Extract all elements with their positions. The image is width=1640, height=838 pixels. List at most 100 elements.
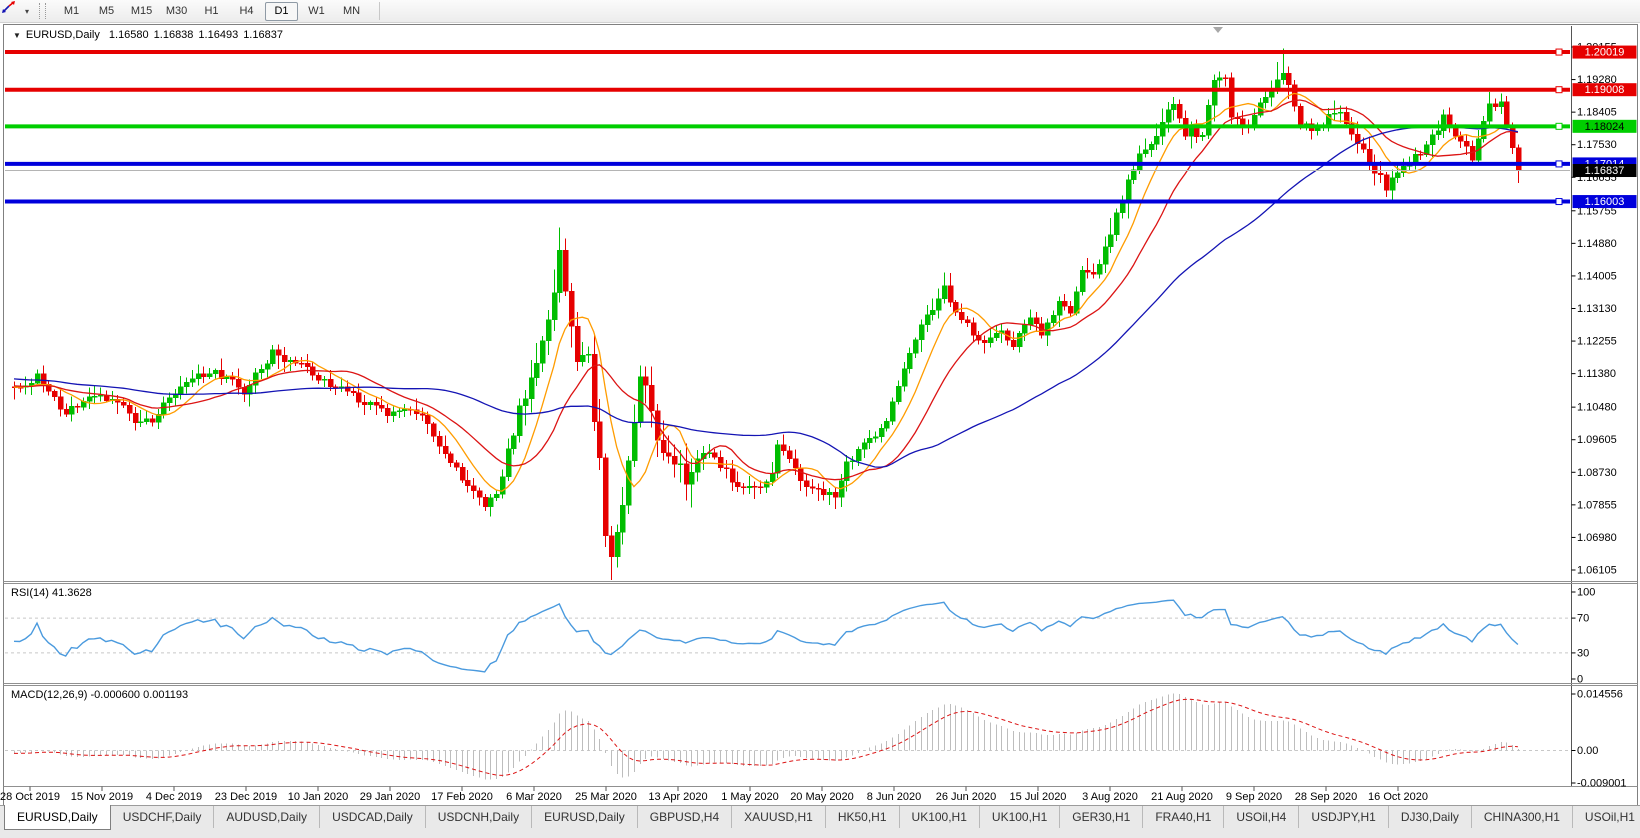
symbol-tab[interactable]: HK50,H1 bbox=[824, 806, 899, 828]
svg-text:1.06105: 1.06105 bbox=[1577, 565, 1617, 577]
macd-signal-line bbox=[13, 698, 1518, 776]
symbol-tab[interactable]: USOil,H1 bbox=[1571, 806, 1640, 828]
macd-values: -0.000600 0.001193 bbox=[90, 689, 189, 701]
symbol-tab[interactable]: USDCAD,Daily bbox=[319, 806, 425, 828]
symbol-tab[interactable]: USDCNH,Daily bbox=[424, 806, 531, 828]
toolbar: ▾ M1 M5 M15 M30 H1 H4 D1 W1 MN bbox=[0, 0, 1640, 23]
toolbar-separator bbox=[379, 2, 381, 20]
svg-text:16 Oct 2020: 16 Oct 2020 bbox=[1368, 791, 1428, 803]
macd-pane: 0.014556 0.00 -0.009001 bbox=[5, 689, 1627, 790]
symbol-tab[interactable]: UK100,H1 bbox=[898, 806, 979, 828]
rsi-value: 41.3628 bbox=[51, 587, 92, 599]
svg-text:100: 100 bbox=[1577, 587, 1595, 599]
timeframe-button-H4[interactable]: H4 bbox=[239, 4, 254, 17]
svg-text:1.20019: 1.20019 bbox=[1585, 47, 1625, 59]
chart-window-frame bbox=[3, 24, 1638, 806]
symbol-tab[interactable]: XAUUSD,H1 bbox=[731, 806, 825, 828]
svg-text:23 Dec 2019: 23 Dec 2019 bbox=[215, 791, 277, 803]
symbol-tab[interactable]: FRA40,H1 bbox=[1142, 806, 1223, 828]
ma-50-line bbox=[13, 125, 1519, 468]
svg-text:1.07855: 1.07855 bbox=[1577, 499, 1617, 511]
rsi-line bbox=[13, 599, 1519, 673]
chart-title: ▼ EURUSD,Daily 1.16580 1.16838 1.16493 1.1683… bbox=[13, 29, 288, 41]
quote-high: 1.16838 bbox=[153, 29, 194, 41]
svg-text:0.00: 0.00 bbox=[1577, 745, 1598, 757]
collapse-chart-icon[interactable]: ▼ bbox=[13, 31, 21, 40]
svg-text:17 Feb 2020: 17 Feb 2020 bbox=[431, 791, 493, 803]
macd-histogram bbox=[14, 693, 1519, 780]
price-axis: 1.201551.192801.184051.175301.166551.157… bbox=[1571, 42, 1617, 577]
symbol-tab[interactable]: UK100,H1 bbox=[978, 806, 1059, 828]
timeframe-button-M30[interactable]: M30 bbox=[165, 4, 188, 17]
quote-low: 1.16493 bbox=[198, 29, 239, 41]
macd-name: MACD(12,26,9) bbox=[11, 689, 88, 701]
timeframe-button-W1[interactable]: W1 bbox=[308, 4, 325, 17]
svg-text:1.08730: 1.08730 bbox=[1577, 467, 1617, 479]
pane-separators bbox=[3, 581, 1638, 787]
timeframe-button-M15[interactable]: M15 bbox=[130, 4, 153, 17]
date-axis: 28 Oct 2019 15 Nov 2019 4 Dec 2019 23 Dec 2… bbox=[0, 786, 1428, 803]
svg-text:15 Jul 2020: 15 Jul 2020 bbox=[1010, 791, 1067, 803]
symbol-tab[interactable]: AUDUSD,Daily bbox=[213, 806, 319, 828]
rsi-label: RSI(14) 41.3628 bbox=[11, 587, 92, 599]
svg-text:25 Mar 2020: 25 Mar 2020 bbox=[575, 791, 637, 803]
symbol-tab[interactable]: EURUSD,Daily bbox=[4, 805, 111, 830]
symbol-tab[interactable]: CHINA300,H1 bbox=[1470, 806, 1572, 828]
svg-text:1.16837: 1.16837 bbox=[1585, 165, 1625, 177]
rsi-pane: 100 70 30 0 bbox=[5, 587, 1595, 686]
svg-text:0.014556: 0.014556 bbox=[1577, 689, 1623, 701]
svg-text:15 Nov 2019: 15 Nov 2019 bbox=[71, 791, 133, 803]
svg-text:26 Jun 2020: 26 Jun 2020 bbox=[936, 791, 997, 803]
symbol-tabs: EURUSD,Daily USDCHF,Daily AUDUSD,Daily USDC… bbox=[0, 805, 1640, 830]
svg-text:1.11380: 1.11380 bbox=[1577, 368, 1616, 380]
svg-text:29 Jan 2020: 29 Jan 2020 bbox=[360, 791, 421, 803]
svg-text:20 May 2020: 20 May 2020 bbox=[790, 791, 854, 803]
svg-text:-0.009001: -0.009001 bbox=[1577, 778, 1627, 790]
rsi-name: RSI(14) bbox=[11, 587, 49, 599]
macd-label: MACD(12,26,9) -0.000600 0.001193 bbox=[11, 689, 188, 701]
toolbar-grip[interactable] bbox=[39, 3, 47, 19]
svg-text:1.12255: 1.12255 bbox=[1577, 336, 1617, 348]
svg-text:1.14005: 1.14005 bbox=[1577, 270, 1617, 282]
symbol-tab[interactable]: USDCHF,Daily bbox=[122, 810, 202, 824]
symbol-tab[interactable]: DJ30,Daily bbox=[1387, 806, 1471, 828]
svg-text:9 Sep 2020: 9 Sep 2020 bbox=[1226, 791, 1282, 803]
timeframe-button-M1[interactable]: M1 bbox=[63, 4, 80, 17]
chart-shift-marker bbox=[1213, 27, 1223, 33]
chart-cursor-icon[interactable] bbox=[2, 1, 23, 19]
symbol-tab[interactable]: GBPUSD,H4 bbox=[636, 806, 731, 828]
svg-text:1.06980: 1.06980 bbox=[1577, 532, 1617, 544]
svg-text:1.19008: 1.19008 bbox=[1585, 84, 1625, 96]
quote-open: 1.16580 bbox=[108, 29, 149, 41]
svg-text:1.10480: 1.10480 bbox=[1577, 402, 1617, 414]
timeframe-button-M5[interactable]: M5 bbox=[98, 4, 115, 17]
quote-close: 1.16837 bbox=[243, 29, 283, 41]
timeframe-button-D1[interactable]: D1 bbox=[265, 1, 299, 21]
symbol-tab[interactable]: EURUSD,Daily bbox=[531, 806, 637, 828]
symbol-tabs-bar: EURUSD,Daily USDCHF,Daily AUDUSD,Daily USDC… bbox=[0, 805, 1640, 838]
svg-text:1.16003: 1.16003 bbox=[1585, 196, 1625, 208]
svg-text:1.09605: 1.09605 bbox=[1577, 434, 1617, 446]
svg-text:13 Apr 2020: 13 Apr 2020 bbox=[648, 791, 707, 803]
symbol-tab[interactable]: GER30,H1 bbox=[1059, 806, 1142, 828]
svg-text:4 Dec 2019: 4 Dec 2019 bbox=[146, 791, 202, 803]
svg-text:1.14880: 1.14880 bbox=[1577, 238, 1617, 250]
symbol-tab[interactable]: USDJPY,H1 bbox=[1298, 806, 1387, 828]
svg-text:70: 70 bbox=[1577, 613, 1589, 625]
timeframe-button-MN[interactable]: MN bbox=[342, 4, 361, 17]
svg-text:1.13130: 1.13130 bbox=[1577, 303, 1617, 315]
symbol-tab[interactable]: USOil,H4 bbox=[1223, 806, 1298, 828]
timeframe-buttons: M1 M5 M15 M30 H1 H4 D1 W1 MN bbox=[54, 1, 369, 21]
timeframe-button-H1[interactable]: H1 bbox=[204, 4, 219, 17]
current-price: 1.16837 bbox=[5, 164, 1637, 178]
tool-dropdown-caret-icon[interactable]: ▾ bbox=[25, 6, 30, 16]
ma-17-line bbox=[13, 99, 1519, 481]
svg-text:1.19280: 1.19280 bbox=[1577, 74, 1617, 86]
svg-text:3 Aug 2020: 3 Aug 2020 bbox=[1082, 791, 1138, 803]
svg-text:1.17530: 1.17530 bbox=[1577, 139, 1617, 151]
svg-text:1.15755: 1.15755 bbox=[1577, 205, 1617, 217]
svg-text:6 Mar 2020: 6 Mar 2020 bbox=[506, 791, 562, 803]
svg-text:0: 0 bbox=[1577, 674, 1583, 686]
